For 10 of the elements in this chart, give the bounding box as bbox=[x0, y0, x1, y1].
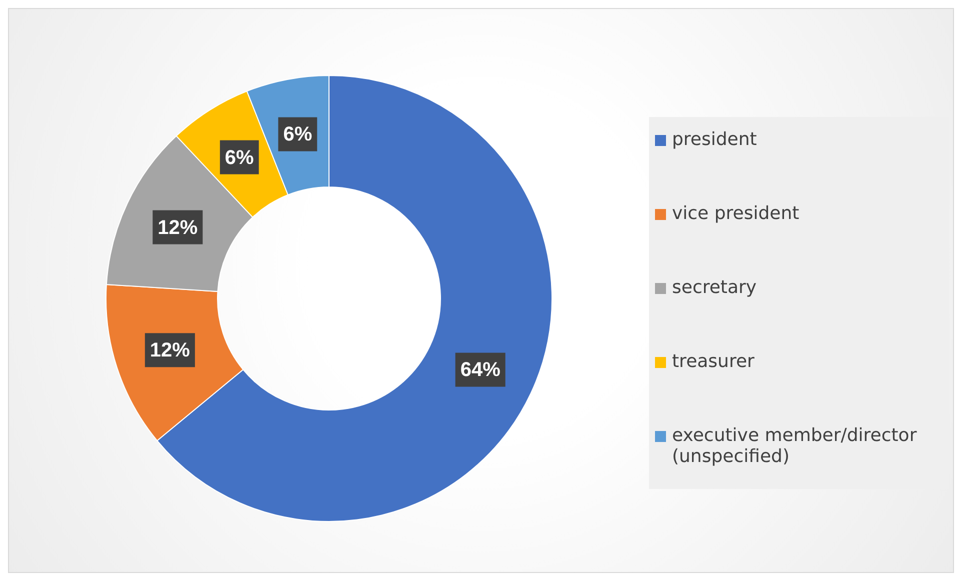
data-label: 6% bbox=[224, 146, 254, 169]
legend-label: treasurer bbox=[672, 351, 754, 372]
legend-label: executive member/director (unspecified) bbox=[672, 425, 918, 467]
data-label: 64% bbox=[460, 359, 501, 382]
data-label: 12% bbox=[158, 216, 198, 239]
legend-label: president bbox=[672, 129, 757, 150]
legend-label: vice president bbox=[672, 203, 800, 224]
data-label: 12% bbox=[150, 340, 190, 362]
data-label: 6% bbox=[283, 124, 312, 146]
legend-label: secretary bbox=[672, 277, 757, 298]
